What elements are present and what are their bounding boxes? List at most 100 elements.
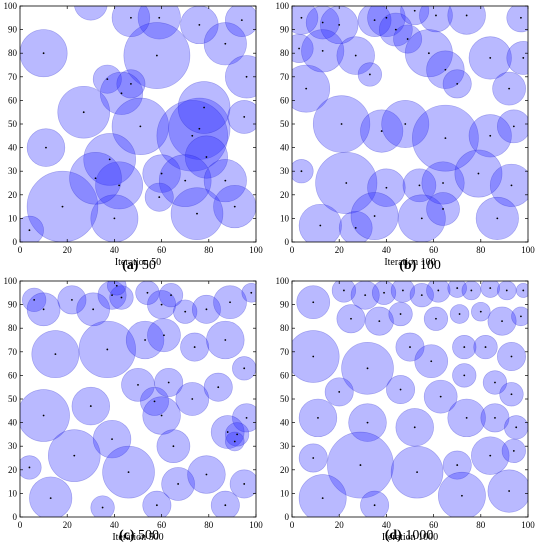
center-point [385, 16, 388, 19]
y-tick-label: 10 [280, 488, 290, 498]
center-point [444, 68, 447, 71]
center-point [82, 111, 85, 114]
x-axis-title: Iteration 50 [115, 257, 161, 268]
x-tick-label: 40 [110, 520, 120, 530]
circle-mark [90, 495, 115, 517]
center-point [196, 212, 198, 215]
center-point [416, 471, 418, 474]
y-tick-label: 50 [8, 394, 18, 404]
center-point [193, 346, 196, 348]
caption-b-value: 100 [419, 258, 441, 273]
y-tick-label: 50 [8, 119, 18, 129]
center-point [385, 186, 388, 189]
y-tick-label: 10 [280, 213, 290, 223]
x-axis-title: Iteration 100 [384, 257, 435, 268]
x-tick-label: 80 [476, 520, 486, 530]
center-point [144, 339, 146, 341]
center-point [463, 346, 466, 348]
circle-mark [515, 283, 528, 298]
circle-layer [292, 281, 528, 517]
y-tick-label: 0 [13, 237, 18, 247]
center-point [505, 289, 508, 292]
center-point [510, 355, 513, 358]
center-point [205, 308, 208, 311]
center-point [456, 287, 459, 289]
center-point [373, 19, 376, 22]
center-point [439, 395, 442, 398]
center-point [489, 57, 492, 59]
circle-mark [20, 389, 70, 442]
y-tick-label: 30 [8, 441, 18, 451]
center-point [118, 184, 121, 187]
center-point [172, 445, 175, 448]
x-tick-label: 60 [157, 245, 167, 255]
center-point [479, 310, 482, 313]
x-tick-label: 60 [429, 245, 439, 255]
center-point [461, 494, 463, 497]
y-tick-label: 70 [8, 347, 18, 357]
y-tick-label: 40 [280, 143, 290, 153]
center-point [160, 414, 163, 417]
x-tick-label: 80 [476, 245, 486, 255]
center-point [158, 16, 161, 19]
center-point [158, 196, 161, 199]
center-point [224, 179, 227, 182]
circle-mark [107, 281, 127, 296]
center-point [42, 414, 45, 417]
plot-area [20, 281, 256, 517]
center-point [298, 47, 300, 50]
center-point [106, 348, 109, 351]
circle-mark [232, 403, 256, 433]
center-point [402, 289, 404, 292]
y-tick-label: 10 [8, 488, 18, 498]
y-tick-label: 40 [280, 418, 290, 428]
center-point [49, 497, 52, 500]
center-point [427, 52, 430, 55]
circle-mark [447, 281, 467, 298]
circle-mark [292, 6, 319, 35]
center-point [430, 360, 433, 363]
center-point [522, 57, 525, 59]
circle-mark [357, 6, 392, 37]
center-point [354, 54, 357, 57]
center-point [350, 317, 352, 320]
center-point [458, 313, 461, 315]
center-point [510, 184, 513, 187]
y-tick-label: 20 [8, 465, 18, 475]
center-point [470, 289, 473, 292]
center-point [494, 416, 496, 419]
x-tick-label: 0 [18, 245, 23, 255]
center-point [319, 224, 322, 227]
center-point [338, 23, 341, 26]
center-point [305, 87, 308, 90]
circle-layer [20, 6, 256, 242]
circle-layer [292, 6, 528, 242]
circle-mark [338, 211, 373, 242]
caption-b: (b) 100 [360, 258, 480, 274]
center-point [243, 116, 246, 118]
y-tick-label: 100 [276, 1, 290, 11]
circle-mark [298, 203, 342, 242]
center-point [442, 182, 444, 184]
center-point [378, 320, 381, 323]
center-point [167, 381, 170, 384]
center-point [489, 134, 492, 137]
center-point [28, 466, 31, 469]
y-tick-label: 70 [8, 72, 18, 82]
center-point [409, 346, 411, 348]
center-point [115, 284, 118, 287]
plot-area [292, 6, 528, 242]
center-point [340, 123, 343, 125]
center-point [508, 87, 511, 90]
circle-mark [506, 41, 528, 75]
circle-mark [298, 474, 347, 517]
x-tick-label: 100 [521, 245, 535, 255]
center-point [321, 49, 324, 52]
center-point [515, 426, 518, 429]
center-point [108, 158, 111, 161]
circle-mark [241, 283, 256, 303]
circle-mark [426, 281, 451, 303]
center-point [463, 374, 466, 377]
center-point [520, 315, 522, 318]
y-tick-label: 60 [8, 370, 18, 380]
